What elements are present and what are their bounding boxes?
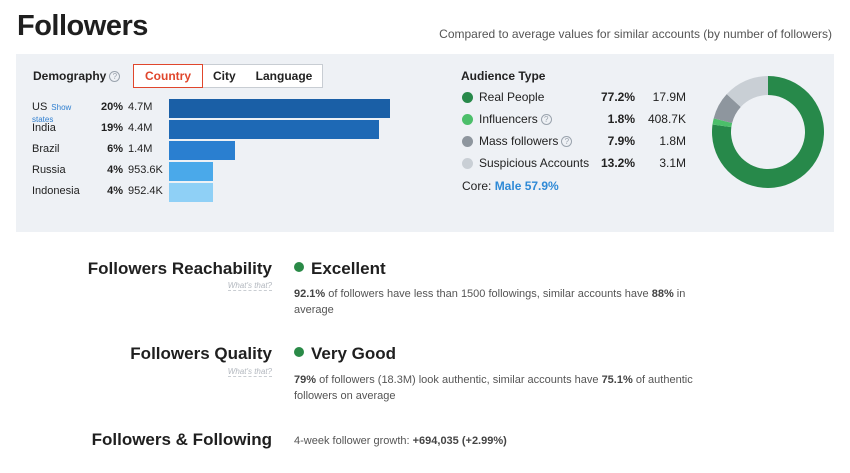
audience-list: Real People 77.2% 17.9M Influencers? 1.8…: [462, 88, 692, 176]
legend-dot: [462, 92, 473, 103]
followers-panel: Demography? Country City Language US Show…: [16, 54, 834, 232]
country-bar: [169, 99, 390, 118]
status-dot: [294, 262, 304, 272]
country-bar: [169, 183, 213, 202]
demography-label: Demography: [33, 69, 107, 83]
audience-count: 17.9M: [652, 90, 686, 104]
quality-status-text: Very Good: [311, 344, 397, 363]
info-icon[interactable]: ?: [561, 136, 573, 147]
legend-dot: [462, 136, 473, 147]
info-icon[interactable]: ?: [109, 71, 121, 82]
audience-label: Influencers: [479, 112, 538, 126]
audience-row: Mass followers? 7.9% 1.8M: [462, 132, 692, 154]
reachability-text-1: of followers have less than 1500 followi…: [325, 288, 652, 300]
country-bar: [169, 141, 235, 160]
page-title: Followers: [17, 10, 148, 42]
audience-type-heading: Audience Type: [461, 69, 546, 83]
core-value: Male 57.9%: [494, 179, 559, 193]
quality-whats-link[interactable]: What's that?: [227, 367, 272, 377]
audience-percent: 77.2%: [600, 90, 635, 104]
audience-count: 408.7K: [647, 112, 686, 126]
reachability-status-text: Excellent: [311, 259, 386, 278]
growth-label: 4-week follower growth:: [294, 435, 413, 447]
reachability-text-2: in average: [294, 288, 686, 316]
country-percent: 20%: [100, 101, 123, 113]
country-count: 953.6K: [128, 164, 163, 176]
country-percent: 4%: [107, 185, 123, 197]
reachability-value-1: 92.1%: [294, 288, 326, 300]
audience-row: Influencers? 1.8% 408.7K: [462, 110, 692, 132]
country-bar: [169, 120, 379, 139]
demography-tabs: Country City Language: [133, 64, 324, 88]
demography-heading: Demography?: [33, 69, 121, 83]
reachability-status: Excellent: [294, 259, 386, 279]
reachability-description: 92.1% of followers have less than 1500 f…: [294, 286, 704, 318]
quality-text-1: of followers (18.3M) look authentic, sim…: [316, 374, 602, 386]
audience-label: Mass followers: [479, 134, 559, 148]
audience-donut-chart: [712, 76, 824, 188]
donut-slice-mass-followers: [713, 94, 741, 123]
audience-label: Suspicious Accounts: [479, 156, 590, 170]
country-bar: [169, 162, 213, 181]
quality-value-2: 75.1%: [601, 374, 633, 386]
show-states-link[interactable]: Show states: [32, 103, 72, 124]
core-audience: Core: Male 57.9%: [462, 179, 559, 193]
tab-country[interactable]: Country: [133, 64, 203, 88]
audience-count: 1.8M: [659, 134, 686, 148]
reachability-whats-link[interactable]: What's that?: [227, 281, 272, 291]
country-name: Russia: [32, 164, 66, 176]
country-name: Brazil: [32, 143, 60, 155]
country-name: India: [32, 122, 56, 134]
audience-percent: 7.9%: [607, 134, 635, 148]
tab-city[interactable]: City: [213, 69, 236, 83]
reachability-label: Followers Reachability: [87, 259, 272, 278]
audience-row: Real People 77.2% 17.9M: [462, 88, 692, 110]
country-count: 4.7M: [128, 101, 153, 113]
quality-label: Followers Quality: [130, 344, 272, 363]
country-name: US: [32, 101, 48, 113]
quality-description: 79% of followers (18.3M) look authentic,…: [294, 372, 704, 404]
quality-text-2: of authentic followers on average: [294, 374, 693, 402]
donut-slice-suspicious-accounts: [726, 76, 768, 107]
growth-value: +694,035 (+2.99%): [412, 435, 507, 447]
reachability-value-2: 88%: [651, 288, 674, 300]
quality-status: Very Good: [294, 344, 396, 364]
core-label: Core:: [462, 179, 492, 193]
follower-growth: 4-week follower growth: +694,035 (+2.99%…: [294, 435, 507, 447]
country-count: 4.4M: [128, 122, 153, 134]
legend-dot: [462, 114, 473, 125]
status-dot: [294, 347, 304, 357]
tab-language[interactable]: Language: [255, 69, 313, 83]
country-count: 1.4M: [128, 143, 153, 155]
country-name: Indonesia: [32, 185, 80, 197]
legend-dot: [462, 158, 473, 169]
country-count: 952.4K: [128, 185, 163, 197]
following-label: Followers & Following: [91, 430, 272, 449]
country-percent: 6%: [107, 143, 123, 155]
donut-slice-influencers: [712, 118, 733, 128]
audience-percent: 13.2%: [600, 156, 635, 170]
country-percent: 19%: [100, 122, 123, 134]
audience-count: 3.1M: [659, 156, 686, 170]
info-icon[interactable]: ?: [540, 114, 552, 125]
country-percent: 4%: [107, 164, 123, 176]
audience-row: Suspicious Accounts 13.2% 3.1M: [462, 154, 692, 176]
donut-slice-real-people: [712, 76, 824, 188]
audience-percent: 1.8%: [607, 112, 635, 126]
compare-note: Compared to average values for similar a…: [439, 27, 832, 41]
quality-value-1: 79%: [294, 374, 317, 386]
audience-label: Real People: [479, 90, 545, 104]
